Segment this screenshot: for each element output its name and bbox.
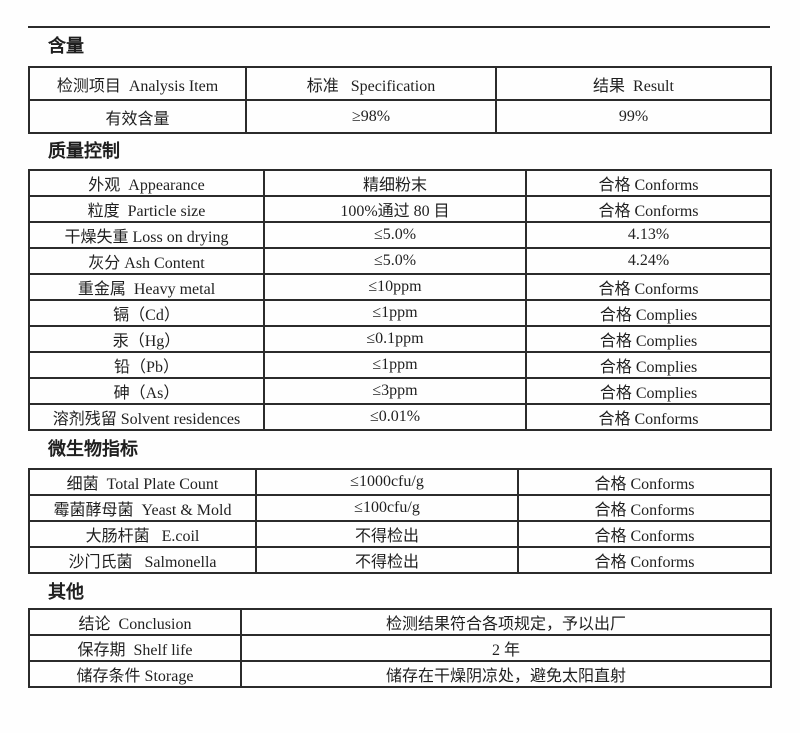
- table-cell: 合格 Conforms: [517, 520, 772, 548]
- column-header-analysis-item: 检测项目 Analysis Item: [28, 66, 247, 101]
- table-row: 溶剂残留 Solvent residences ≤0.01% 合格 Confor…: [28, 403, 772, 431]
- section-heading-microbiological: 微生物指标: [48, 439, 138, 459]
- table-cell: 合格 Conforms: [525, 195, 772, 223]
- table-cell: 镉（Cd）: [28, 299, 265, 327]
- table-cell: ≤1ppm: [263, 299, 527, 327]
- column-header-result: 结果 Result: [495, 66, 772, 101]
- table-cell: ≤100cfu/g: [255, 494, 519, 522]
- table-cell: ≤0.01%: [263, 403, 527, 431]
- table-cell: 细菌 Total Plate Count: [28, 468, 257, 496]
- table-cell: 合格 Complies: [525, 299, 772, 327]
- top-divider-rule: [28, 26, 770, 28]
- table-cell: 4.24%: [525, 247, 772, 275]
- table-cell: 合格 Conforms: [525, 273, 772, 301]
- table-cell: ≥98%: [245, 99, 497, 134]
- table-cell: 粒度 Particle size: [28, 195, 265, 223]
- table-cell: ≤1ppm: [263, 351, 527, 379]
- table-row: 储存条件 Storage 储存在干燥阴凉处，避免太阳直射: [28, 660, 772, 688]
- table-cell: 不得检出: [255, 546, 519, 574]
- table-row: 保存期 Shelf life 2 年: [28, 634, 772, 662]
- table-row: 有效含量 ≥98% 99%: [28, 99, 772, 134]
- table-cell: 保存期 Shelf life: [28, 634, 242, 662]
- table-cell: 合格 Complies: [525, 351, 772, 379]
- table-row: 砷（As） ≤3ppm 合格 Complies: [28, 377, 772, 405]
- quality-control-table: 外观 Appearance 精细粉末 合格 Conforms 粒度 Partic…: [28, 169, 772, 431]
- table-cell: 溶剂残留 Solvent residences: [28, 403, 265, 431]
- section-heading-content: 含量: [48, 36, 84, 56]
- section-heading-other: 其他: [48, 582, 84, 602]
- table-cell: 合格 Conforms: [517, 468, 772, 496]
- table-cell: 结论 Conclusion: [28, 608, 242, 636]
- table-row: 重金属 Heavy metal ≤10ppm 合格 Conforms: [28, 273, 772, 301]
- table-row: 粒度 Particle size 100%通过 80 目 合格 Conforms: [28, 195, 772, 223]
- table-cell: 储存条件 Storage: [28, 660, 242, 688]
- table-cell: 干燥失重 Loss on drying: [28, 221, 265, 249]
- table-cell: 合格 Complies: [525, 377, 772, 405]
- table-cell: 铅（Pb）: [28, 351, 265, 379]
- table-row: 灰分 Ash Content ≤5.0% 4.24%: [28, 247, 772, 275]
- table-row: 镉（Cd） ≤1ppm 合格 Complies: [28, 299, 772, 327]
- section-heading-quality-control: 质量控制: [48, 141, 120, 161]
- table-cell: 99%: [495, 99, 772, 134]
- column-header-specification: 标准 Specification: [245, 66, 497, 101]
- table-row: 干燥失重 Loss on drying ≤5.0% 4.13%: [28, 221, 772, 249]
- table-cell: 精细粉末: [263, 169, 527, 197]
- table-cell: 大肠杆菌 E.coil: [28, 520, 257, 548]
- table-cell: 重金属 Heavy metal: [28, 273, 265, 301]
- table-cell: 检测结果符合各项规定，予以出厂: [240, 608, 772, 636]
- table-cell: 合格 Complies: [525, 325, 772, 353]
- table-cell: 外观 Appearance: [28, 169, 265, 197]
- table-row: 铅（Pb） ≤1ppm 合格 Complies: [28, 351, 772, 379]
- table-cell: ≤3ppm: [263, 377, 527, 405]
- table-row: 沙门氏菌 Salmonella 不得检出 合格 Conforms: [28, 546, 772, 574]
- table-cell: 霉菌酵母菌 Yeast & Mold: [28, 494, 257, 522]
- table-header-row: 检测项目 Analysis Item 标准 Specification 结果 R…: [28, 66, 772, 101]
- table-cell: 合格 Conforms: [525, 169, 772, 197]
- table-cell: 100%通过 80 目: [263, 195, 527, 223]
- table-row: 大肠杆菌 E.coil 不得检出 合格 Conforms: [28, 520, 772, 548]
- table-cell: 合格 Conforms: [525, 403, 772, 431]
- table-cell: 储存在干燥阴凉处，避免太阳直射: [240, 660, 772, 688]
- table-cell: 沙门氏菌 Salmonella: [28, 546, 257, 574]
- table-row: 外观 Appearance 精细粉末 合格 Conforms: [28, 169, 772, 197]
- table-cell: ≤10ppm: [263, 273, 527, 301]
- table-cell: 灰分 Ash Content: [28, 247, 265, 275]
- microbiological-table: 细菌 Total Plate Count ≤1000cfu/g 合格 Confo…: [28, 468, 772, 574]
- table-cell: 合格 Conforms: [517, 546, 772, 574]
- table-cell: ≤5.0%: [263, 247, 527, 275]
- table-cell: ≤5.0%: [263, 221, 527, 249]
- table-cell: ≤0.1ppm: [263, 325, 527, 353]
- table-cell: 2 年: [240, 634, 772, 662]
- table-cell: 砷（As）: [28, 377, 265, 405]
- table-row: 霉菌酵母菌 Yeast & Mold ≤100cfu/g 合格 Conforms: [28, 494, 772, 522]
- table-cell: 合格 Conforms: [517, 494, 772, 522]
- table-row: 结论 Conclusion 检测结果符合各项规定，予以出厂: [28, 608, 772, 636]
- table-row: 汞（Hg） ≤0.1ppm 合格 Complies: [28, 325, 772, 353]
- content-table: 检测项目 Analysis Item 标准 Specification 结果 R…: [28, 66, 772, 134]
- table-cell: 汞（Hg）: [28, 325, 265, 353]
- table-cell: 不得检出: [255, 520, 519, 548]
- table-cell: 有效含量: [28, 99, 247, 134]
- table-cell: ≤1000cfu/g: [255, 468, 519, 496]
- table-cell: 4.13%: [525, 221, 772, 249]
- table-row: 细菌 Total Plate Count ≤1000cfu/g 合格 Confo…: [28, 468, 772, 496]
- other-table: 结论 Conclusion 检测结果符合各项规定，予以出厂 保存期 Shelf …: [28, 608, 772, 688]
